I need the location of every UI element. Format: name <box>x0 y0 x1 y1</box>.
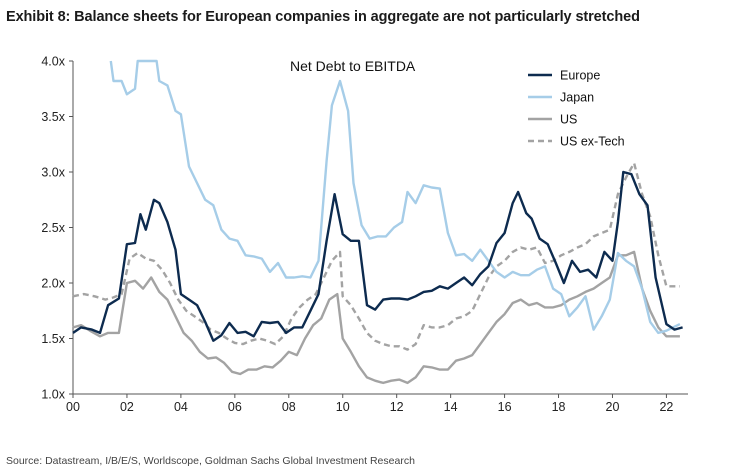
x-tick-label: 08 <box>282 400 296 414</box>
series-line-us-ex-tech <box>72 161 680 351</box>
x-tick-label: 04 <box>174 400 188 414</box>
x-tick-label: 14 <box>444 400 458 414</box>
chart-title: Net Debt to EBITDA <box>290 58 416 74</box>
source-note: Source: Datastream, I/B/E/S, Worldscope,… <box>6 455 415 467</box>
y-tick-label: 1.5x <box>41 332 65 346</box>
y-tick-label: 2.0x <box>41 277 65 291</box>
series-lines <box>72 59 683 385</box>
x-tick-label: 10 <box>336 400 350 414</box>
axes: 1.0x 1.5x 2.0x 2.5x 3.0x 3.5x 4.0x 00 02 04 06 08 10… <box>41 55 688 414</box>
legend-label: Japan <box>560 91 594 105</box>
legend-label: US <box>560 113 577 127</box>
x-tick-label: 20 <box>606 400 620 414</box>
y-tick-label: 3.5x <box>41 110 65 124</box>
x-tick-label: 18 <box>552 400 566 414</box>
legend-label: US ex-Tech <box>560 135 625 149</box>
x-tick-label: 16 <box>498 400 512 414</box>
x-tick-label: 02 <box>120 400 134 414</box>
x-tick-label: 06 <box>228 400 242 414</box>
legend: Europe Japan US US ex-Tech <box>528 69 625 149</box>
x-tick-label: 22 <box>659 400 673 414</box>
legend-label: Europe <box>560 69 600 83</box>
series-line-us <box>72 250 680 385</box>
y-tick-label: 1.0x <box>41 388 65 402</box>
y-tick-label: 2.5x <box>41 221 65 235</box>
x-tick-label: 12 <box>390 400 404 414</box>
y-tick-label: 3.0x <box>41 166 65 180</box>
series-line-europe <box>72 170 683 342</box>
y-tick-label: 4.0x <box>41 55 65 69</box>
x-tick-label: 00 <box>66 400 80 414</box>
series-line-japan <box>109 59 681 335</box>
exhibit-title: Exhibit 8: Balance sheets for European c… <box>6 9 640 25</box>
